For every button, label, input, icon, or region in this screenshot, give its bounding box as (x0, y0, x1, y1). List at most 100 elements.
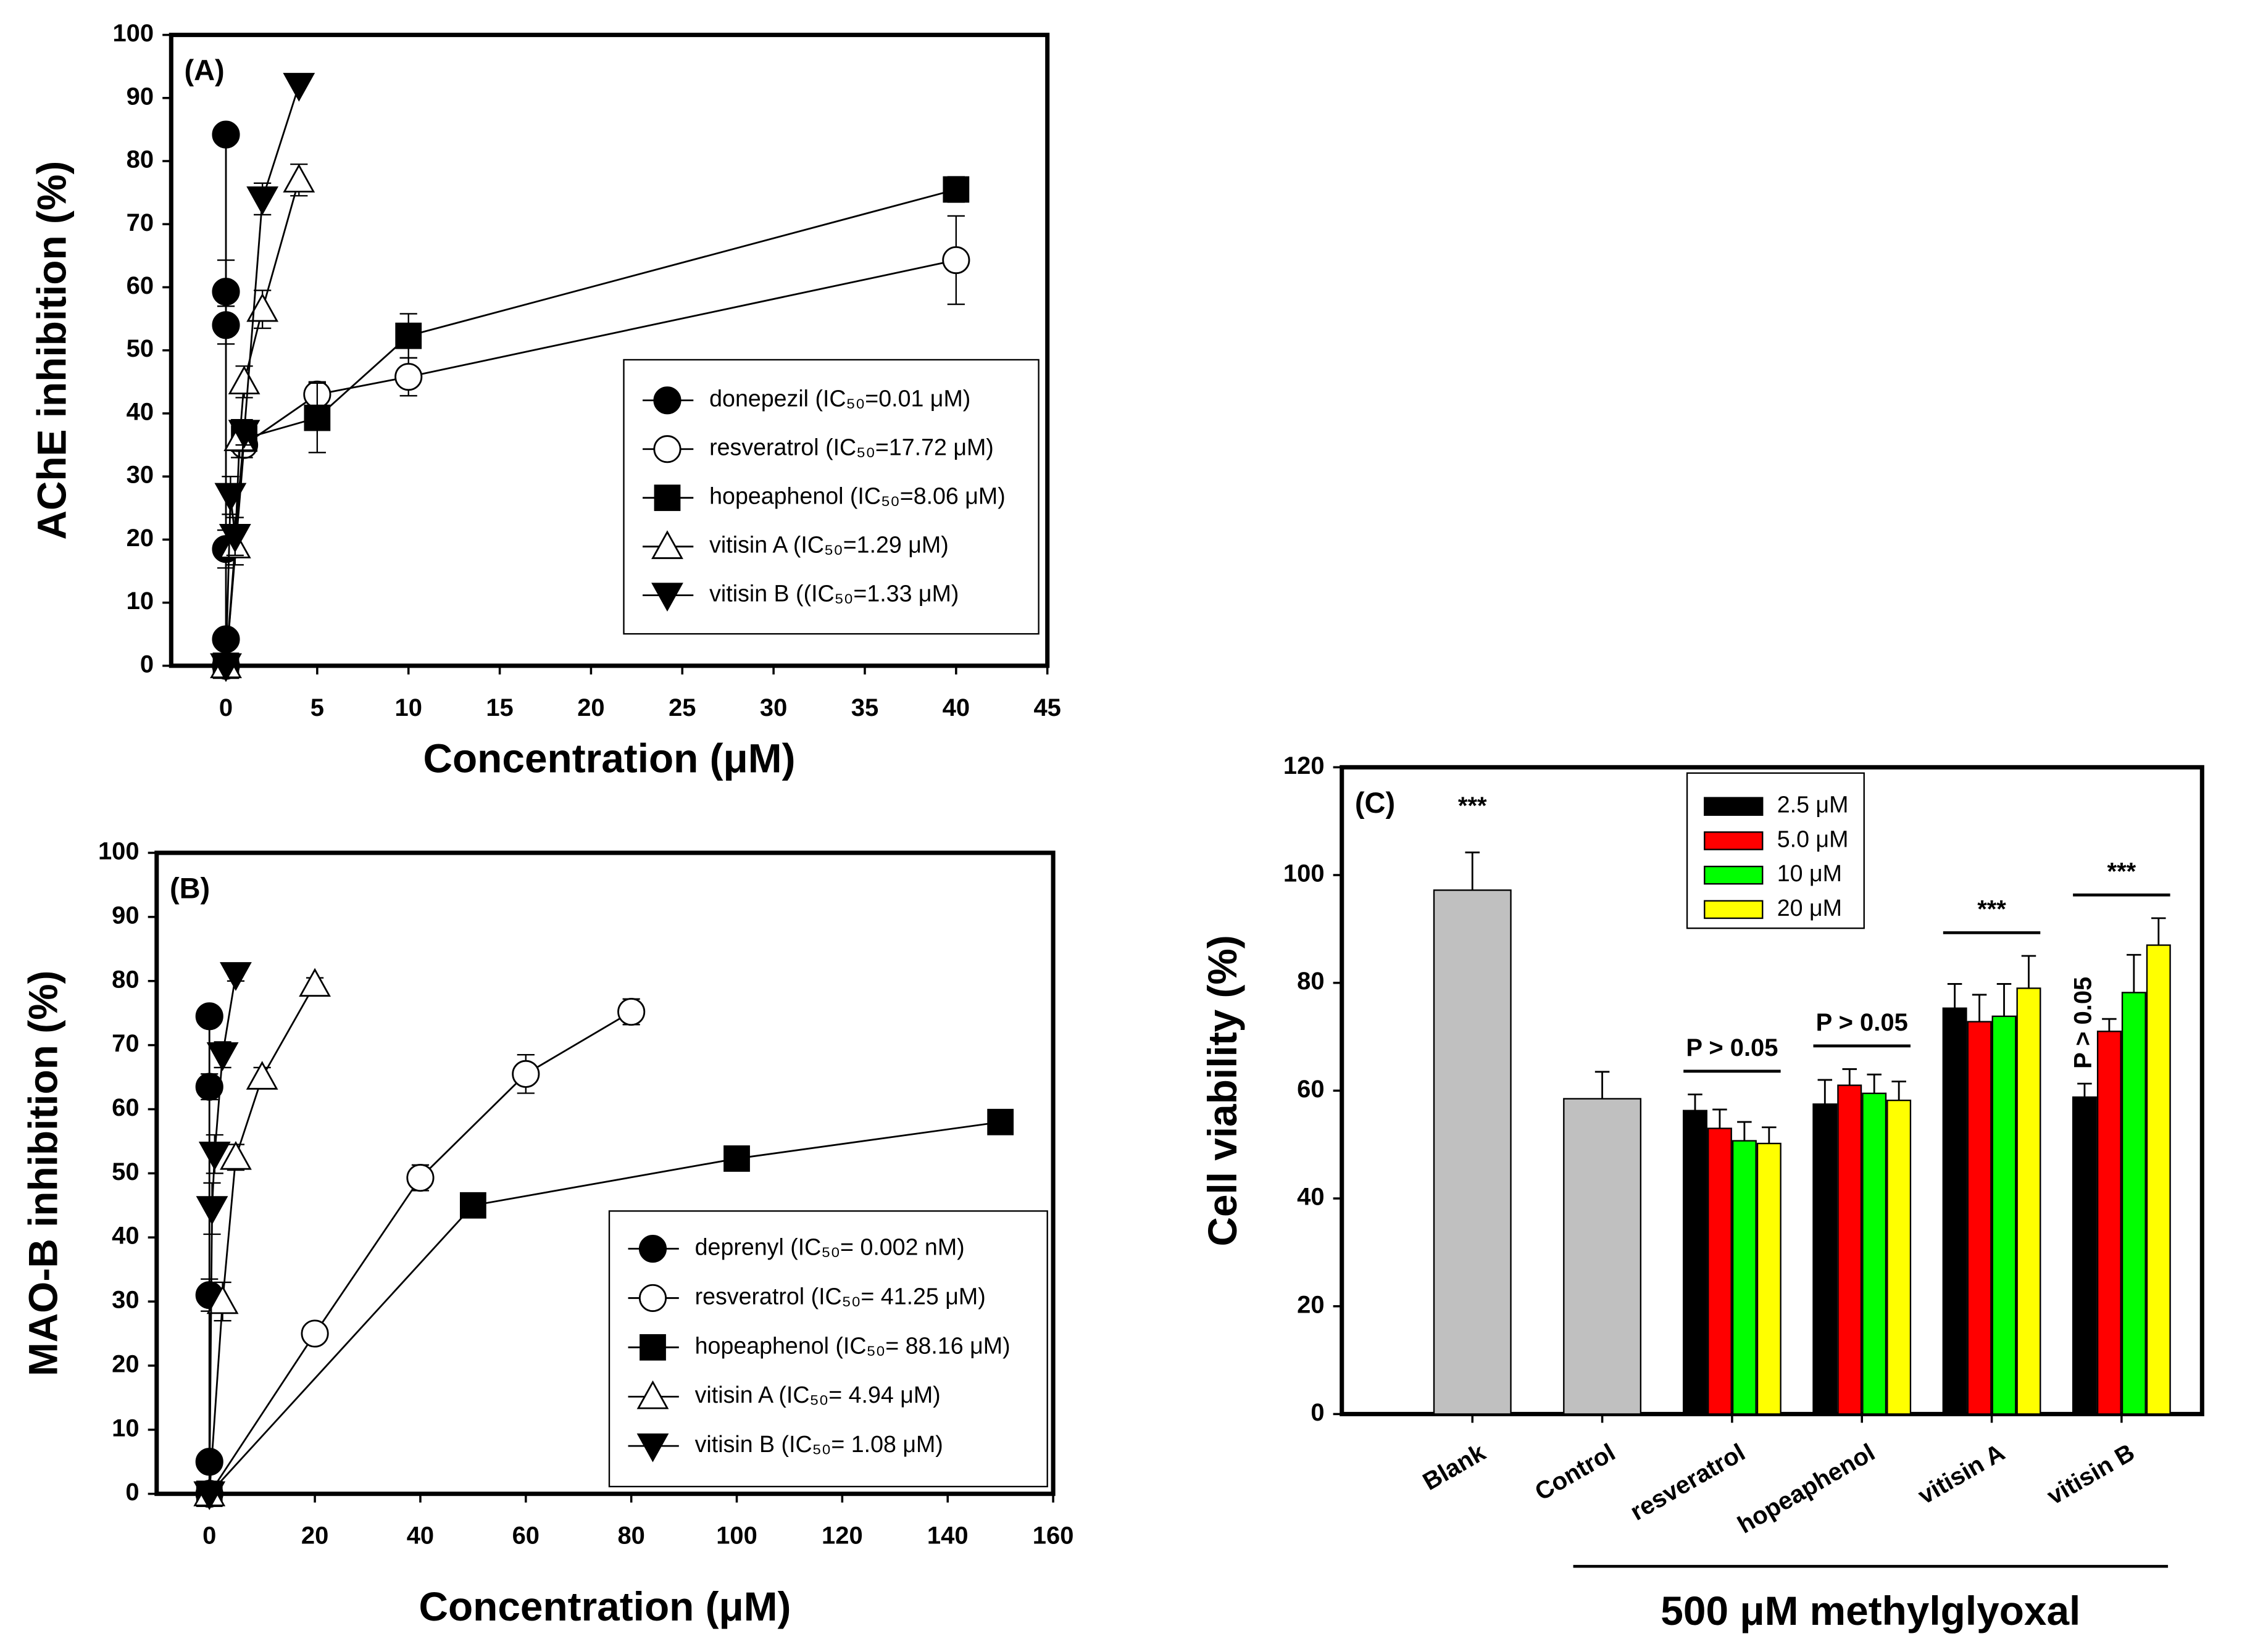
series-line (225, 180, 300, 666)
legend-label: 10 μM (1777, 860, 1842, 886)
y-tick-label: 50 (127, 335, 154, 362)
legend-box (623, 359, 1040, 635)
legend-label: hopeaphenol (IC₅₀=8.06 μM) (709, 483, 1006, 509)
marker (653, 435, 681, 463)
annotation: *** (1458, 792, 1487, 820)
y-tick-label: 80 (127, 146, 154, 173)
x-tick-label: 140 (927, 1522, 969, 1550)
bar (2072, 1096, 2097, 1415)
marker (219, 524, 251, 553)
y-tick-label: 80 (112, 966, 139, 993)
bar (2096, 1031, 2122, 1415)
x-tick-label: vitisin A (1914, 1438, 2009, 1509)
marker (651, 530, 683, 559)
x-tick-label: resveratrol (1626, 1438, 1750, 1525)
legend-label: donepezil (IC₅₀=0.01 μM) (709, 386, 970, 412)
y-tick-label: 0 (125, 1479, 139, 1506)
y-tick-label: 70 (112, 1030, 139, 1057)
marker (212, 120, 240, 149)
y-tick-label: 40 (112, 1222, 139, 1250)
x-tick-label: 20 (301, 1522, 328, 1550)
marker (283, 164, 315, 193)
bar (1683, 1110, 1707, 1415)
bar (2146, 944, 2171, 1415)
y-tick-label: 40 (1297, 1184, 1324, 1211)
error-bar (1972, 994, 1987, 1022)
y-tick-label: 10 (127, 587, 154, 615)
marker (212, 311, 240, 339)
x-tick-label: 45 (1033, 694, 1061, 721)
group-label: 500 μM methylglyoxal (1661, 1588, 2080, 1633)
bar (1433, 889, 1512, 1415)
error-bar (1867, 1073, 1882, 1094)
marker (198, 1141, 231, 1171)
y-tick-label: 90 (112, 902, 139, 929)
x-tick-label: vitisin B (2043, 1438, 2140, 1510)
error-bar (2077, 1082, 2092, 1097)
error-bar (2021, 955, 2036, 989)
series-line (209, 1121, 1001, 1495)
y-tick-label: 90 (127, 83, 154, 110)
error-bar (2151, 917, 2166, 945)
y-axis-label: MAO-B inhibition (%) (20, 970, 66, 1376)
bar (1837, 1084, 1862, 1415)
bar (2121, 992, 2146, 1415)
x-tick-label: 0 (219, 694, 233, 721)
error-bar (1737, 1121, 1752, 1141)
marker (636, 1380, 669, 1409)
legend-label: vitisin A (IC₅₀=1.29 μM) (709, 532, 949, 558)
legend-swatch (1704, 900, 1764, 919)
error-bar (1817, 1079, 1833, 1105)
x-tick-label: 10 (395, 694, 422, 721)
legend-label: resveratrol (IC₅₀=17.72 μM) (709, 434, 994, 460)
y-tick-label: 20 (112, 1350, 139, 1377)
marker (301, 1319, 329, 1348)
marker (651, 583, 683, 612)
y-tick-label: 30 (112, 1287, 139, 1314)
x-tick-label: 35 (851, 694, 878, 721)
series-line (225, 85, 300, 666)
bar (1732, 1140, 1757, 1415)
y-axis-label: Cell viability (%) (1199, 935, 1245, 1246)
y-tick-label: 0 (1311, 1399, 1324, 1426)
bar (1707, 1127, 1732, 1415)
y-tick-label: 60 (127, 272, 154, 299)
annotation: *** (1977, 896, 2006, 923)
y-tick-label: 10 (112, 1414, 139, 1442)
bar (1812, 1103, 1838, 1415)
y-tick-label: 20 (1297, 1291, 1324, 1318)
legend-swatch (1704, 865, 1764, 885)
x-tick-label: hopeaphenol (1733, 1438, 1880, 1538)
x-tick-label: 30 (760, 694, 787, 721)
legend-swatch (1704, 797, 1764, 816)
marker (228, 420, 260, 449)
marker (246, 293, 279, 322)
x-tick-label: 5 (310, 694, 324, 721)
legend-label: deprenyl (IC₅₀= 0.002 nM) (695, 1234, 965, 1260)
legend-label: vitisin B (IC₅₀= 1.08 μM) (695, 1431, 943, 1457)
y-tick-label: 70 (127, 209, 154, 236)
x-tick-label: 20 (577, 694, 604, 721)
marker (195, 1073, 223, 1101)
x-tick-label: 15 (486, 694, 513, 721)
legend-label: hopeaphenol (IC₅₀= 88.16 μM) (695, 1332, 1011, 1358)
marker (304, 404, 331, 431)
y-tick-label: 100 (98, 838, 140, 865)
marker (214, 483, 247, 512)
x-tick-label: 40 (943, 694, 970, 721)
x-tick-label: 100 (716, 1522, 757, 1550)
marker (395, 322, 422, 349)
error-bar (1762, 1126, 1777, 1144)
marker (942, 246, 970, 275)
marker (640, 1334, 666, 1361)
y-tick-label: 0 (140, 650, 154, 678)
legend-label: vitisin A (IC₅₀= 4.94 μM) (695, 1382, 941, 1408)
legend-label: 5.0 μM (1777, 826, 1849, 852)
y-axis-label: AChE inhibition (%) (29, 161, 75, 540)
marker (987, 1108, 1014, 1135)
marker (206, 1285, 239, 1314)
x-tick-label: 160 (1033, 1522, 1074, 1550)
x-tick-label: 0 (202, 1522, 216, 1550)
x-tick-label: 25 (669, 694, 696, 721)
